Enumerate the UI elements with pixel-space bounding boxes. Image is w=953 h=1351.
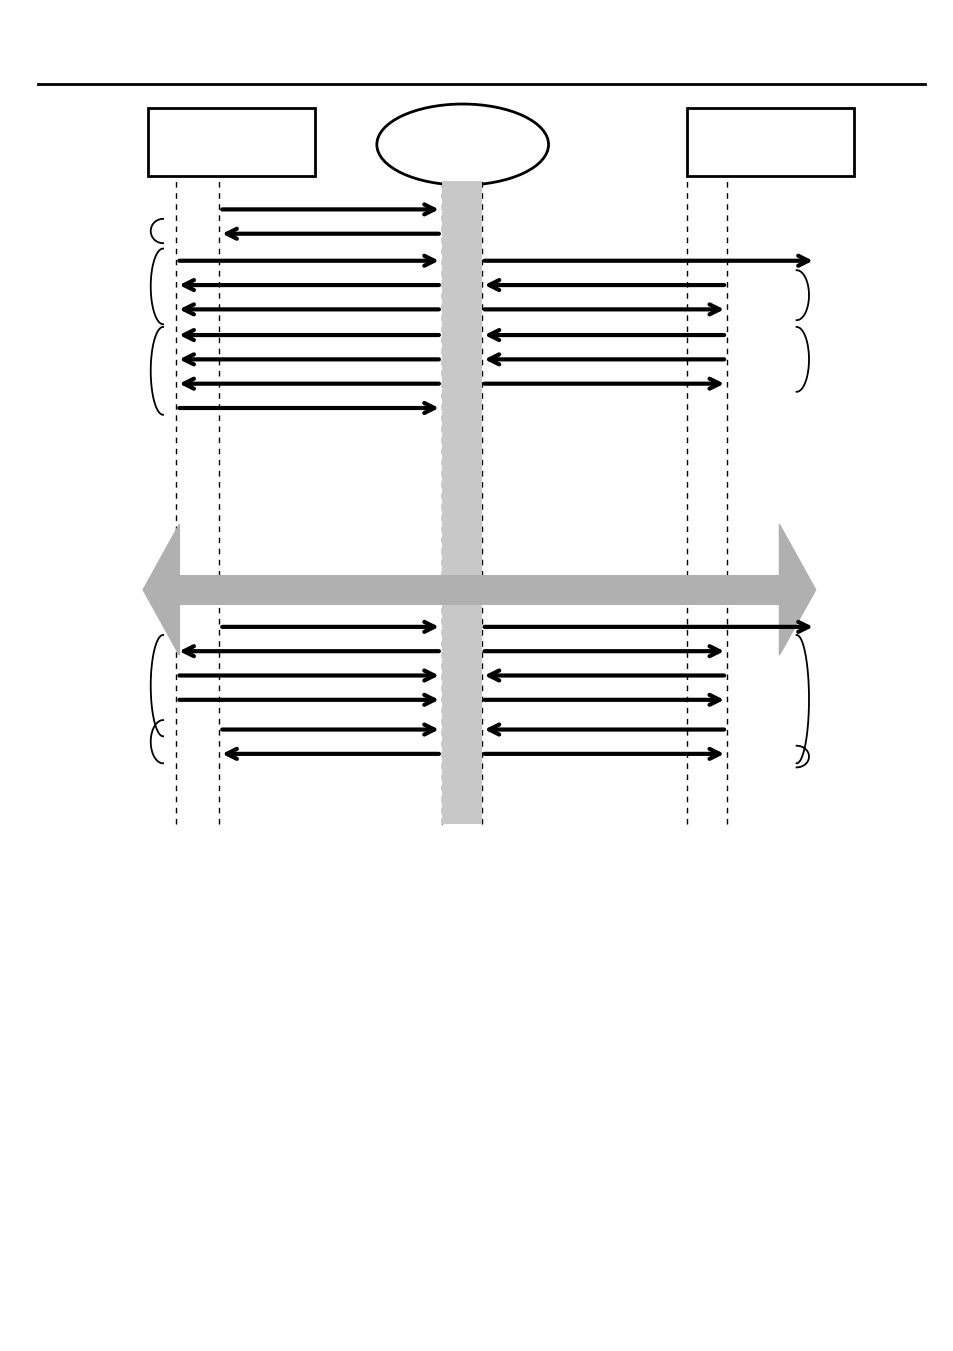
Bar bbox=[686, 108, 853, 176]
Bar bbox=[441, 181, 481, 576]
Bar bbox=[148, 108, 314, 176]
Polygon shape bbox=[779, 524, 815, 655]
Bar bbox=[179, 576, 779, 605]
Polygon shape bbox=[143, 524, 179, 655]
Bar bbox=[441, 603, 481, 824]
